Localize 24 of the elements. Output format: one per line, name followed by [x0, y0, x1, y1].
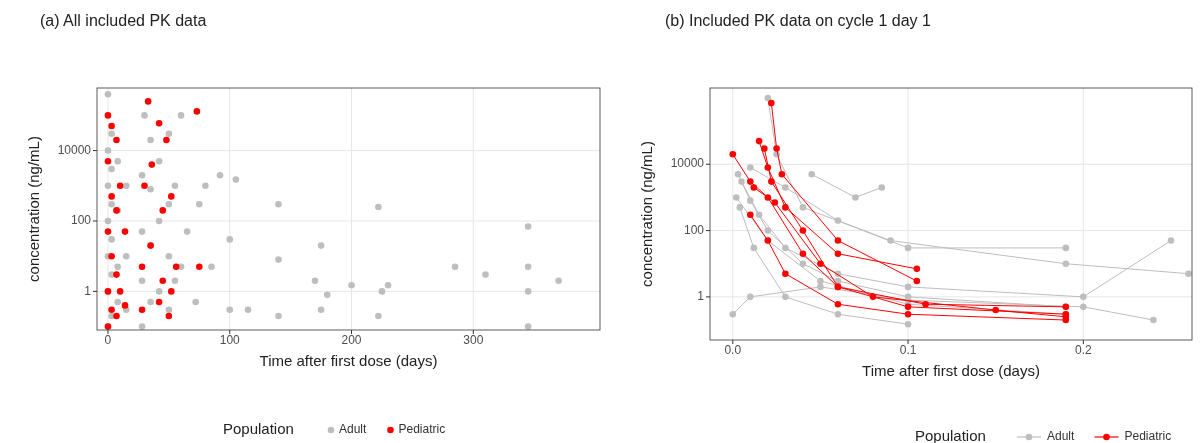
x-tick-label: 0.2: [1074, 343, 1092, 357]
y-tick-label: 10000: [670, 156, 705, 171]
legend-label: Adult: [1047, 429, 1076, 443]
x-axis-title: Time after first dose (days): [259, 352, 438, 369]
x-axis-title: Time after first dose (days): [862, 362, 1040, 379]
chart-title: (b) Included PK data on cycle 1 day 1: [665, 12, 932, 30]
legend-title: Population: [223, 419, 294, 437]
y-tick-label: 100: [683, 222, 705, 237]
x-tick-label: 100: [219, 333, 241, 347]
y-axis-title: concentration (ng/mL): [25, 136, 42, 282]
legend-label: Adult: [339, 422, 368, 437]
legend-label: Pediatric: [398, 422, 446, 437]
x-tick-label: 0.1: [899, 343, 917, 357]
y-tick-label: 10000: [57, 142, 92, 157]
y-axis-title: concentration (ng/mL): [638, 141, 655, 287]
y-tick-label: 100: [70, 213, 92, 228]
x-tick-label: 200: [341, 333, 362, 347]
y-tick-label: 1: [84, 283, 92, 298]
y-tick-label: 1: [697, 289, 705, 304]
x-tick-label: 300: [463, 333, 484, 347]
x-tick-label: 0.0: [724, 343, 742, 357]
chart-title: (a) All included PK data: [40, 12, 207, 30]
legend-label: Pediatric: [1124, 429, 1172, 443]
x-tick-label: 0: [104, 333, 112, 347]
